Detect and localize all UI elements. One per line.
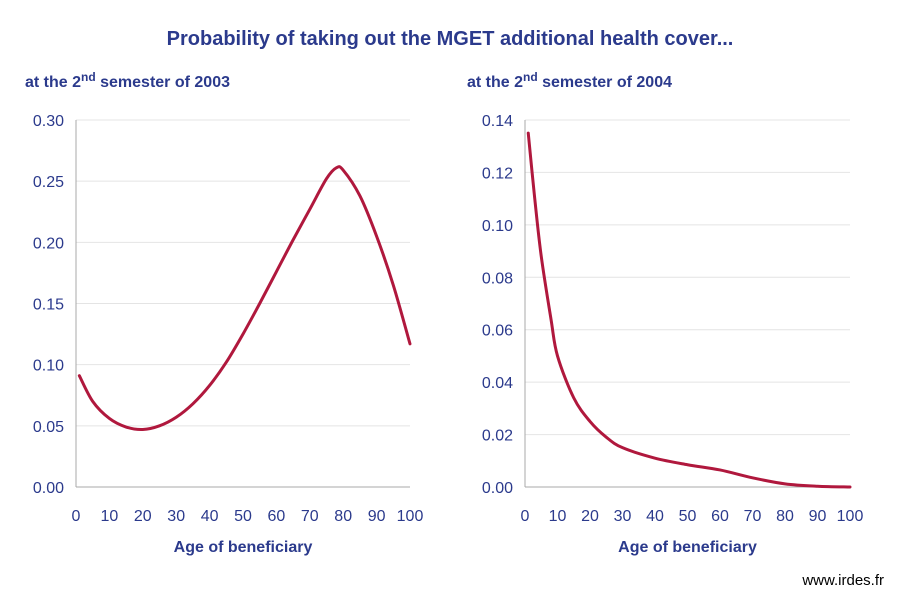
right-y-tick-label: 0.02 [482, 428, 513, 445]
left-subtitle-suffix: semester of 2003 [95, 74, 230, 91]
left-x-tick-label: 0 [72, 508, 81, 525]
right-x-tick-label: 70 [744, 508, 762, 525]
left-chart-subtitle: at the 2nd semester of 2003 [25, 71, 230, 92]
right-y-tick-label: 0.14 [482, 113, 513, 130]
right-y-tick-label: 0.00 [482, 480, 513, 497]
left-x-tick-label: 30 [167, 508, 185, 525]
right-series-line [526, 131, 852, 489]
right-x-tick-label: 60 [711, 508, 729, 525]
left-x-tick-label: 100 [397, 508, 424, 525]
right-x-axis-label: Age of beneficiary [618, 539, 757, 556]
left-y-tick-label: 0.10 [33, 358, 64, 375]
chart-title: Probability of taking out the MGET addit… [166, 28, 734, 50]
left-x-tick-label: 20 [134, 508, 152, 525]
right-x-tick-label: 90 [809, 508, 827, 525]
right-x-tick-label: 100 [837, 508, 864, 525]
right-x-tick-label: 40 [646, 508, 664, 525]
right-subtitle-prefix: at the 2 [467, 74, 524, 91]
left-series-line [77, 165, 412, 432]
left-x-axis-label: Age of beneficiary [174, 539, 313, 556]
right-y-tick-label: 0.06 [482, 323, 513, 340]
left-x-tick-label: 80 [334, 508, 352, 525]
left-y-tick-label: 0.00 [33, 480, 64, 497]
right-y-tick-label: 0.12 [482, 165, 513, 182]
left-x-tick-label: 70 [301, 508, 319, 525]
left-x-tick-label: 60 [268, 508, 286, 525]
right-y-tick-label: 0.08 [482, 270, 513, 287]
right-y-tick-label: 0.10 [482, 218, 513, 235]
right-x-tick-label: 0 [521, 508, 530, 525]
left-y-tick-label: 0.20 [33, 235, 64, 252]
left-subtitle-prefix: at the 2 [25, 74, 82, 91]
left-x-tick-label: 40 [201, 508, 219, 525]
left-y-tick-label: 0.25 [33, 174, 64, 191]
right-x-tick-label: 20 [581, 508, 599, 525]
left-subtitle-sup: nd [81, 70, 96, 84]
right-chart-subtitle: at the 2nd semester of 2004 [467, 71, 672, 92]
right-y-tick-label: 0.04 [482, 375, 513, 392]
left-y-tick-label: 0.15 [33, 297, 64, 314]
right-subtitle-suffix: semester of 2004 [537, 74, 672, 91]
right-x-tick-label: 80 [776, 508, 794, 525]
left-x-tick-label: 50 [234, 508, 252, 525]
right-x-tick-label: 10 [549, 508, 567, 525]
left-x-tick-label: 10 [101, 508, 119, 525]
source-url: www.irdes.fr [802, 572, 884, 589]
left-x-tick-label: 90 [368, 508, 386, 525]
left-y-tick-label: 0.05 [33, 419, 64, 436]
right-x-tick-label: 50 [679, 508, 697, 525]
left-y-tick-label: 0.30 [33, 113, 64, 130]
right-subtitle-sup: nd [523, 70, 538, 84]
right-x-tick-label: 30 [614, 508, 632, 525]
